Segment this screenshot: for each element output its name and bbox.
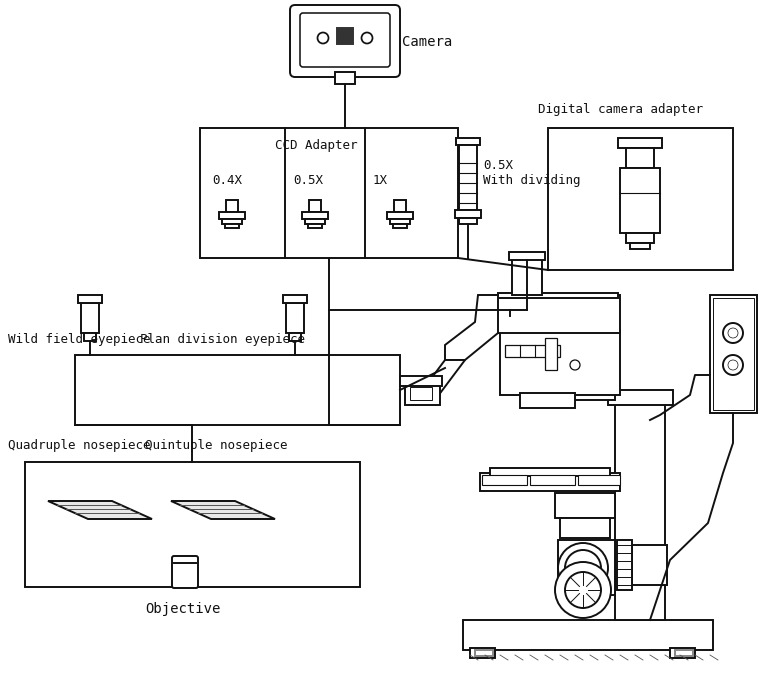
Bar bbox=[713, 298, 754, 410]
Bar bbox=[615, 395, 665, 620]
Bar bbox=[25, 462, 360, 587]
Bar bbox=[520, 393, 575, 408]
Bar bbox=[78, 295, 102, 303]
Bar bbox=[289, 333, 301, 341]
Bar bbox=[545, 338, 557, 370]
Text: Objective: Objective bbox=[145, 602, 220, 616]
Bar bbox=[456, 138, 480, 145]
Bar bbox=[305, 219, 325, 224]
Text: Plan division eyepiece: Plan division eyepiece bbox=[140, 333, 305, 346]
Bar bbox=[405, 380, 440, 405]
Text: CCD Adapter: CCD Adapter bbox=[275, 140, 357, 153]
Bar bbox=[459, 145, 477, 210]
Bar bbox=[630, 243, 650, 249]
Bar bbox=[482, 475, 527, 485]
Polygon shape bbox=[171, 501, 275, 519]
Bar bbox=[555, 493, 615, 518]
Bar bbox=[337, 28, 353, 44]
Bar bbox=[283, 295, 307, 303]
Bar bbox=[459, 218, 477, 224]
Circle shape bbox=[728, 328, 738, 338]
Text: 0.5X
With dividing: 0.5X With dividing bbox=[483, 159, 581, 187]
Bar bbox=[390, 219, 410, 224]
Bar bbox=[490, 468, 610, 476]
Bar bbox=[525, 340, 545, 380]
Bar bbox=[578, 475, 620, 485]
Bar bbox=[200, 128, 458, 258]
Circle shape bbox=[565, 550, 601, 586]
Bar bbox=[626, 233, 654, 243]
Bar bbox=[400, 376, 442, 386]
Text: Camera: Camera bbox=[402, 35, 452, 49]
Bar bbox=[509, 252, 545, 260]
FancyBboxPatch shape bbox=[172, 556, 198, 588]
Text: 1X: 1X bbox=[373, 173, 388, 186]
Bar bbox=[455, 210, 481, 218]
Bar bbox=[393, 224, 407, 228]
Bar bbox=[387, 212, 413, 219]
Bar bbox=[560, 518, 610, 538]
Bar bbox=[505, 345, 560, 357]
Bar bbox=[226, 200, 238, 212]
Bar bbox=[470, 648, 495, 658]
Bar bbox=[498, 293, 618, 298]
Bar bbox=[475, 650, 493, 656]
FancyBboxPatch shape bbox=[300, 13, 390, 67]
Bar bbox=[618, 138, 662, 148]
Bar bbox=[84, 333, 96, 341]
Bar bbox=[617, 540, 632, 590]
Text: Digital camera adapter: Digital camera adapter bbox=[538, 103, 703, 117]
Circle shape bbox=[570, 360, 580, 370]
Text: 0.4X: 0.4X bbox=[212, 173, 242, 186]
Polygon shape bbox=[415, 360, 465, 400]
Circle shape bbox=[362, 32, 372, 43]
Circle shape bbox=[558, 543, 608, 593]
Bar bbox=[335, 72, 355, 84]
Bar bbox=[463, 620, 713, 650]
Bar bbox=[558, 540, 615, 595]
Bar bbox=[675, 650, 693, 656]
Bar bbox=[626, 148, 654, 168]
Bar bbox=[225, 224, 239, 228]
Circle shape bbox=[555, 562, 611, 618]
Text: 0.5X: 0.5X bbox=[293, 173, 323, 186]
Circle shape bbox=[723, 355, 743, 375]
Bar bbox=[394, 200, 406, 212]
Text: Wild field eyepiece: Wild field eyepiece bbox=[8, 333, 150, 346]
Bar bbox=[308, 224, 322, 228]
Circle shape bbox=[728, 360, 738, 370]
Bar bbox=[710, 295, 757, 413]
Circle shape bbox=[723, 323, 743, 343]
Bar bbox=[222, 219, 242, 224]
Polygon shape bbox=[48, 501, 152, 519]
Bar bbox=[75, 355, 400, 425]
Bar bbox=[286, 303, 304, 333]
Bar bbox=[530, 475, 575, 485]
Bar bbox=[410, 387, 432, 400]
Bar bbox=[500, 330, 620, 395]
Bar bbox=[620, 168, 660, 233]
Bar bbox=[670, 648, 695, 658]
Text: Quadruple nosepiece: Quadruple nosepiece bbox=[8, 439, 150, 452]
Bar bbox=[495, 295, 620, 333]
Bar bbox=[530, 380, 615, 400]
Bar bbox=[480, 473, 620, 491]
Bar bbox=[309, 200, 321, 212]
Circle shape bbox=[318, 32, 328, 43]
FancyBboxPatch shape bbox=[290, 5, 400, 77]
Circle shape bbox=[565, 572, 601, 608]
Bar bbox=[512, 258, 542, 295]
Bar bbox=[302, 212, 328, 219]
Bar bbox=[219, 212, 245, 219]
Polygon shape bbox=[445, 295, 498, 360]
Bar bbox=[81, 303, 99, 333]
Bar bbox=[608, 390, 673, 405]
Text: Quintuple nosepiece: Quintuple nosepiece bbox=[145, 439, 287, 452]
Bar bbox=[632, 545, 667, 585]
Bar bbox=[548, 128, 733, 270]
